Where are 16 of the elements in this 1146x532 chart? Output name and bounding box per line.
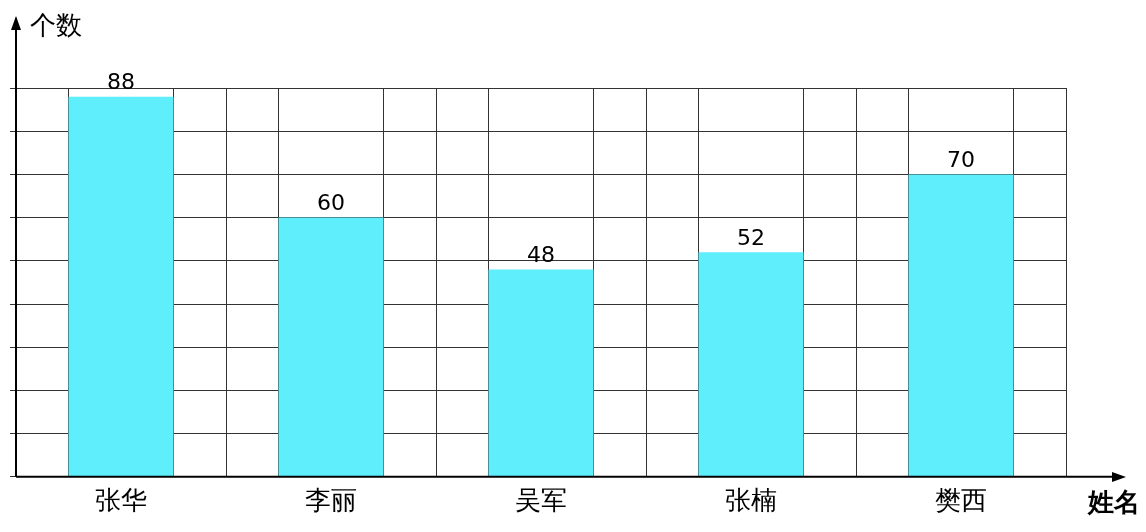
data-label: 52 (737, 224, 765, 250)
bar (698, 252, 804, 477)
x-tick-label: 吴军 (515, 485, 567, 516)
data-label: 70 (947, 147, 975, 173)
bar (908, 174, 1014, 477)
x-axis-title: 姓名 (1087, 486, 1140, 517)
data-label: 88 (107, 69, 135, 95)
bar (278, 217, 384, 477)
x-tick-label: 张楠 (725, 485, 777, 516)
bar (488, 269, 594, 477)
x-tick-label: 李丽 (305, 485, 357, 516)
bar (68, 96, 174, 477)
data-label: 60 (317, 190, 345, 216)
y-axis-title: 个数 (30, 9, 82, 40)
x-tick-label: 樊西 (935, 485, 987, 516)
x-tick-label: 张华 (95, 485, 147, 516)
